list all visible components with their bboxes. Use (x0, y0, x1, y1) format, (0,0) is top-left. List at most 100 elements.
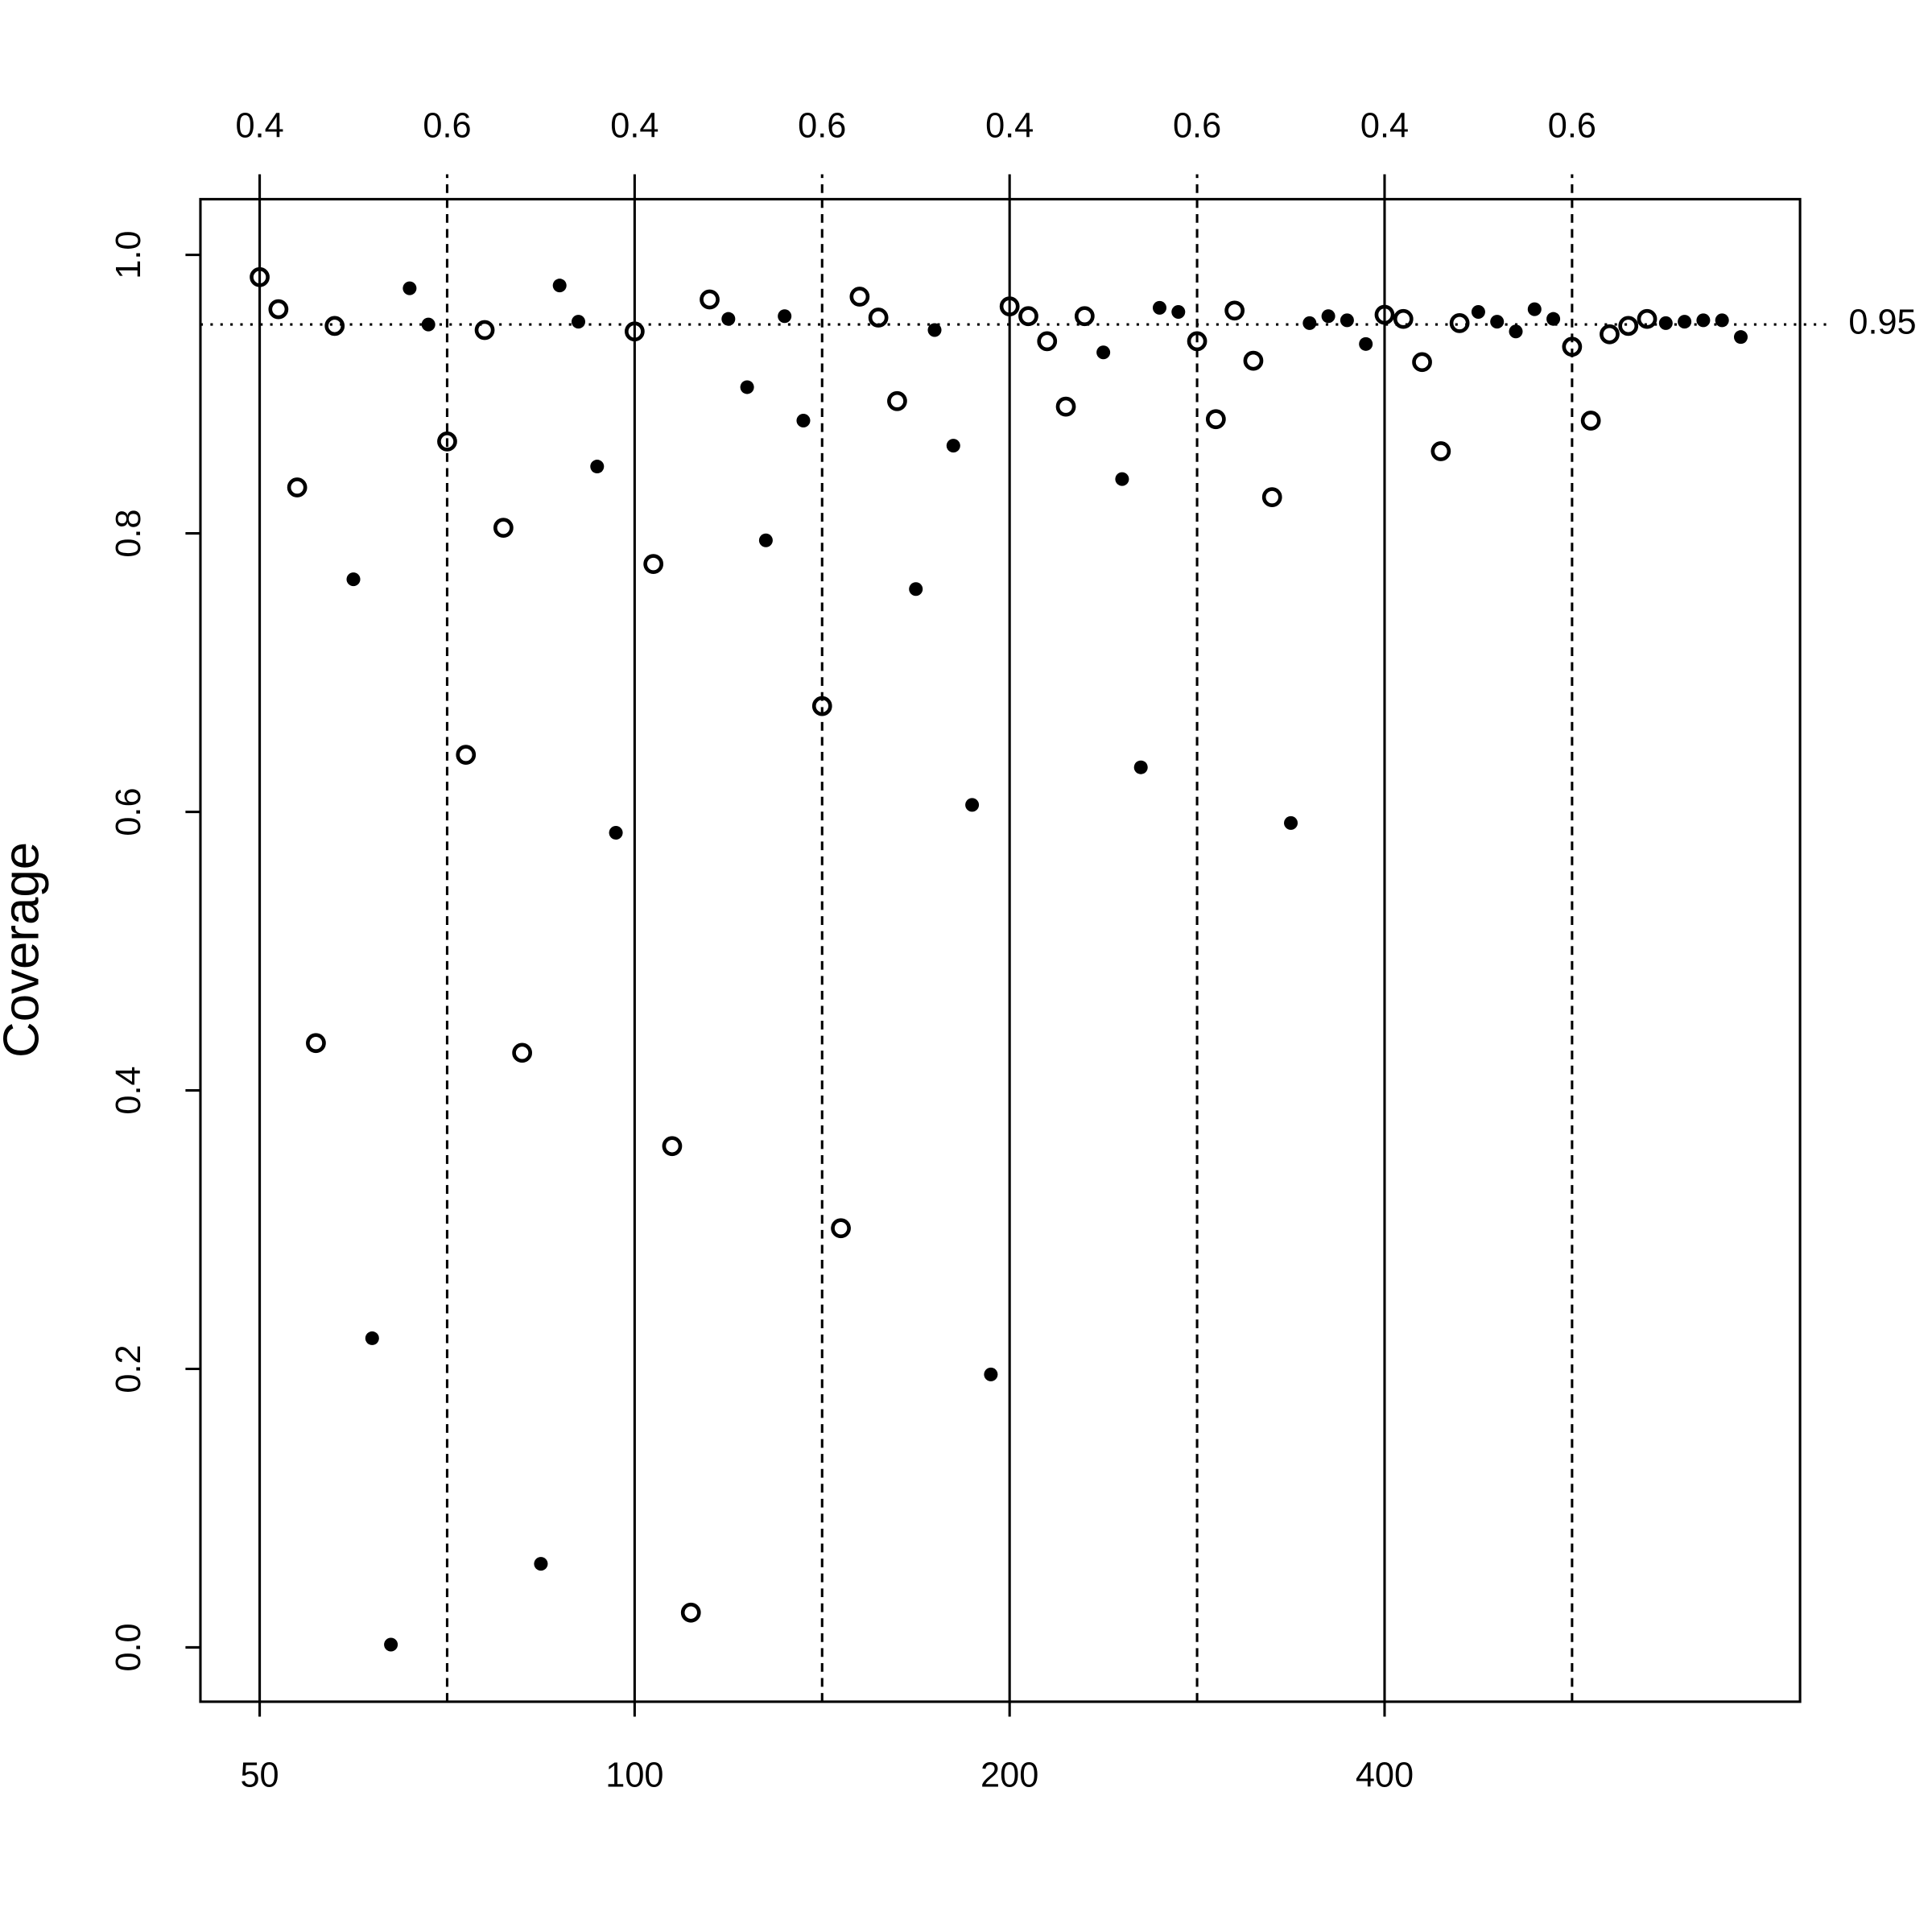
filled-point (402, 281, 417, 295)
open-point (662, 1136, 683, 1157)
open-point (324, 316, 345, 336)
filled-point (721, 312, 736, 326)
filled-point (1340, 313, 1354, 328)
filled-point (552, 279, 567, 293)
open-point (474, 320, 495, 341)
filled-point (534, 1557, 548, 1571)
filled-point (346, 572, 361, 587)
filled-point (1096, 345, 1111, 360)
open-point (624, 321, 645, 342)
open-point (250, 266, 270, 287)
filled-point (1171, 305, 1186, 320)
open-point (268, 299, 289, 320)
filled-point (1490, 315, 1505, 329)
filled-point (1546, 312, 1561, 326)
open-point (680, 1602, 701, 1623)
filled-point (1321, 309, 1335, 324)
open-point (643, 554, 664, 575)
filled-point (778, 309, 792, 324)
open-point (868, 308, 889, 328)
open-point (1600, 324, 1620, 345)
open-point (1637, 308, 1657, 329)
filled-point (421, 317, 436, 332)
open-point (512, 1042, 532, 1063)
open-point (849, 287, 870, 307)
open-point (1430, 441, 1451, 461)
open-point (306, 1033, 326, 1054)
x-tick-label: 100 (605, 1757, 663, 1795)
open-point (1618, 316, 1639, 336)
filled-point (1471, 305, 1485, 320)
filled-point (1527, 302, 1542, 316)
open-point (1205, 409, 1226, 430)
filled-point (984, 1367, 998, 1381)
open-point (1449, 313, 1470, 333)
filled-point (740, 380, 754, 394)
open-point (1412, 352, 1432, 373)
filled-point (1696, 313, 1711, 328)
open-point (700, 289, 720, 310)
filled-point (909, 582, 923, 597)
open-point (1055, 396, 1076, 417)
open-point (1074, 306, 1095, 327)
filled-point (1302, 316, 1317, 330)
open-point (456, 745, 477, 765)
x-tick-label: 400 (1356, 1757, 1414, 1795)
filled-point (571, 315, 586, 329)
open-point (1037, 331, 1058, 352)
y-tick-label: 0.8 (109, 509, 148, 557)
x-tick-label: 200 (980, 1757, 1038, 1795)
open-point (1187, 331, 1208, 352)
open-point (287, 477, 308, 497)
x2-tick-label: 0.4 (235, 107, 283, 146)
y-axis-label: Coverage (0, 842, 49, 1058)
filled-point (1509, 324, 1523, 339)
open-point (1261, 487, 1282, 507)
filled-point (590, 460, 605, 474)
open-point (887, 390, 907, 411)
filled-point (758, 533, 773, 547)
open-point (1374, 304, 1395, 325)
open-point (1580, 411, 1601, 431)
open-point (1224, 300, 1245, 321)
filled-point (1359, 336, 1373, 351)
filled-point (1133, 760, 1148, 774)
open-point (831, 1218, 851, 1239)
x2-tick-label: 0.4 (985, 107, 1034, 146)
y-tick-label: 0.2 (109, 1344, 148, 1393)
reference-label: 0.95 (1848, 303, 1916, 342)
y-tick-label: 0.6 (109, 787, 148, 836)
filled-point (609, 825, 623, 840)
plot-box (199, 197, 1802, 1703)
x2-tick-label: 0.4 (1360, 107, 1409, 146)
x2-tick-label: 0.6 (423, 107, 471, 146)
open-point (437, 431, 457, 452)
y-tick-label: 0.0 (109, 1623, 148, 1671)
x2-tick-label: 0.4 (610, 107, 658, 146)
x-tick-label: 50 (240, 1757, 279, 1795)
open-point (1393, 308, 1414, 329)
x2-tick-label: 0.6 (798, 107, 846, 146)
open-point (493, 518, 514, 539)
open-point (1562, 336, 1583, 357)
filled-point (1678, 315, 1692, 329)
filled-point (1115, 472, 1129, 486)
y-tick-label: 1.0 (109, 231, 148, 279)
filled-point (1715, 313, 1729, 328)
filled-point (365, 1331, 379, 1345)
filled-point (946, 439, 960, 453)
x2-tick-label: 0.6 (1173, 107, 1221, 146)
filled-point (1152, 300, 1166, 315)
filled-point (1284, 815, 1298, 830)
filled-point (796, 413, 811, 427)
open-point (1243, 350, 1264, 371)
filled-point (927, 323, 942, 337)
filled-point (1658, 316, 1673, 330)
filled-point (384, 1637, 398, 1652)
open-point (1018, 306, 1038, 327)
open-point (811, 696, 832, 716)
x2-tick-label: 0.6 (1548, 107, 1596, 146)
open-point (999, 296, 1020, 316)
y-tick-label: 0.4 (109, 1066, 148, 1114)
